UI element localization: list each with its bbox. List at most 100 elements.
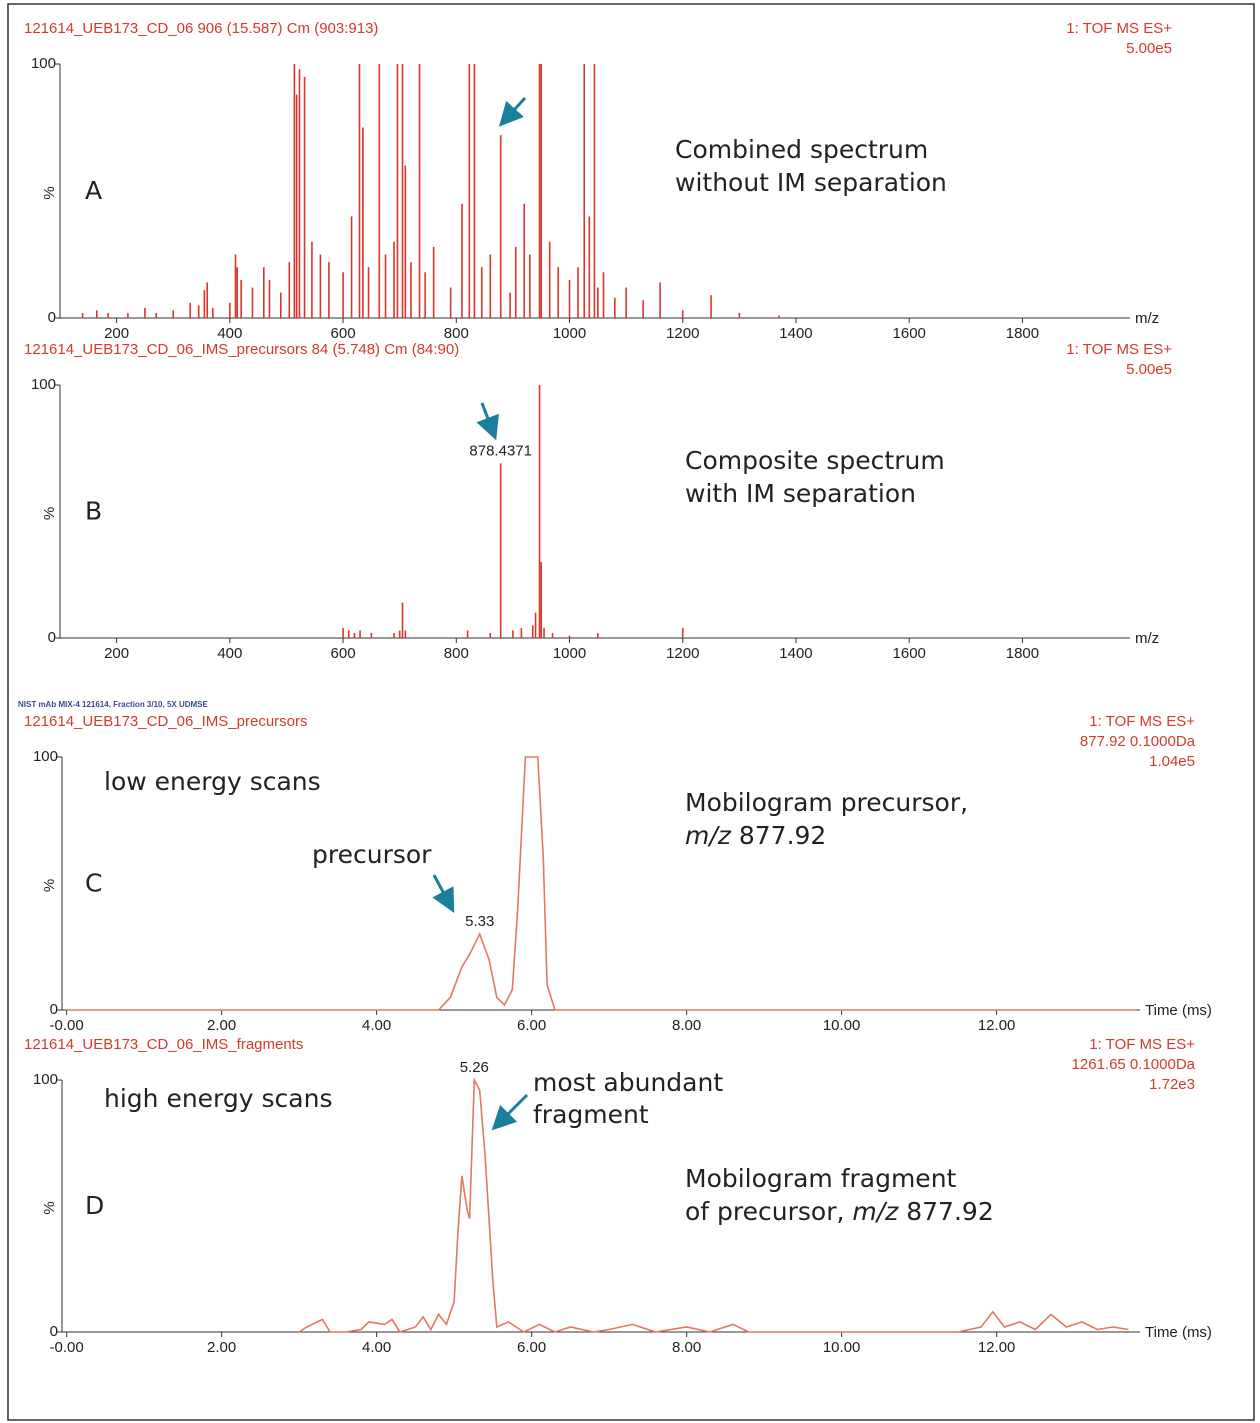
y-tick-label: 0 [50, 1001, 58, 1018]
scan-label: high energy scans [104, 1084, 332, 1113]
x-tick-label: 200 [104, 325, 129, 342]
x-tick-label: 12.00 [978, 1017, 1016, 1034]
x-tick-label: 2.00 [207, 1017, 236, 1034]
annotation-part: Combined spectrum [675, 135, 928, 164]
header-left: 121614_UEB173_CD_06_IMS_precursors 84 (5… [24, 341, 459, 358]
annotation: with IM separation [685, 479, 916, 508]
header-right: 877.92 0.1000Da [1080, 733, 1196, 750]
panel-label: D [85, 1191, 104, 1220]
y-tick-label: 0 [48, 309, 56, 326]
header-right: 1: TOF MS ES+ [1066, 20, 1172, 37]
x-axis-label: Time (ms) [1145, 1324, 1212, 1341]
annotation: Composite spectrum [685, 446, 945, 475]
x-tick-label: 1800 [1006, 645, 1039, 662]
header-right: 1: TOF MS ES+ [1089, 713, 1195, 730]
annotation-part: Mobilogram precursor, [685, 788, 968, 817]
annotation-part: Mobilogram fragment [685, 1164, 957, 1193]
x-tick-label: 1200 [666, 645, 699, 662]
panel-label: C [85, 869, 102, 898]
y-axis-label: % [41, 1201, 58, 1214]
y-tick-label: 100 [33, 748, 58, 765]
annotation-part: of precursor, [685, 1197, 852, 1226]
x-tick-label: 6.00 [517, 1339, 546, 1356]
arrow [476, 402, 499, 441]
peak-label: 5.33 [465, 913, 494, 930]
y-tick-label: 0 [50, 1323, 58, 1340]
arrow [498, 96, 527, 127]
annotation: without IM separation [675, 168, 947, 197]
header-left: 121614_UEB173_CD_06 906 (15.587) Cm (903… [24, 20, 378, 37]
x-tick-label: 12.00 [978, 1339, 1016, 1356]
annotation: Mobilogram fragment [685, 1164, 957, 1193]
mobilogram-line [298, 1076, 1129, 1333]
x-tick-label: 600 [331, 325, 356, 342]
x-tick-label: 1400 [779, 645, 812, 662]
callout: fragment [533, 1100, 649, 1129]
x-tick-label: 1200 [666, 325, 699, 342]
x-axis-label: m/z [1135, 630, 1159, 647]
y-tick-label: 0 [48, 629, 56, 646]
x-axis-label: Time (ms) [1145, 1002, 1212, 1019]
header-right: 5.00e5 [1126, 40, 1172, 57]
x-tick-label: 6.00 [517, 1017, 546, 1034]
x-tick-label: 1000 [553, 325, 586, 342]
y-axis-label: % [41, 879, 58, 892]
panel-label: B [85, 497, 102, 526]
x-tick-label: 4.00 [362, 1339, 391, 1356]
y-tick-label: 100 [33, 1071, 58, 1088]
y-tick-label: 100 [31, 376, 56, 393]
arrow [491, 1093, 529, 1131]
peak-label: 5.26 [460, 1059, 489, 1076]
x-tick-label: 200 [104, 645, 129, 662]
mobilogram-line [66, 756, 1137, 1011]
arrow [432, 874, 455, 913]
peak-label: 878.4371 [469, 442, 532, 459]
y-axis-label: % [41, 186, 58, 199]
header-left: 121614_UEB173_CD_06_IMS_fragments [24, 1036, 303, 1053]
annotation-part: Composite spectrum [685, 446, 945, 475]
annotation: m/z 877.92 [685, 821, 826, 850]
x-tick-label: 8.00 [672, 1339, 701, 1356]
annotation-part: with IM separation [685, 479, 916, 508]
annotation-part: 877.92 [731, 821, 826, 850]
x-tick-label: 800 [444, 325, 469, 342]
annotation: Combined spectrum [675, 135, 928, 164]
annotation-part: 877.92 [898, 1197, 993, 1226]
panel-label: A [85, 176, 102, 205]
x-axis-label: m/z [1135, 310, 1159, 327]
header-left: 121614_UEB173_CD_06_IMS_precursors [24, 713, 308, 730]
x-tick-label: 800 [444, 645, 469, 662]
x-tick-label: 400 [217, 325, 242, 342]
callout: precursor [312, 840, 432, 869]
annotation-part: m/z [685, 821, 732, 850]
header-right: 1.72e3 [1149, 1076, 1195, 1093]
source-note: NIST mAb MIX-4 121614, Fraction 3/10, 5X… [18, 700, 209, 709]
x-tick-label: -0.00 [50, 1339, 84, 1356]
frame [7, 3, 1255, 1421]
annotation-part: m/z [852, 1197, 899, 1226]
y-tick-label: 100 [31, 55, 56, 72]
annotation-part: without IM separation [675, 168, 947, 197]
x-tick-label: 1000 [553, 645, 586, 662]
scan-label: low energy scans [104, 767, 321, 796]
x-tick-label: -0.00 [50, 1017, 84, 1034]
header-right: 1: TOF MS ES+ [1089, 1036, 1195, 1053]
header-right: 1: TOF MS ES+ [1066, 341, 1172, 358]
x-tick-label: 10.00 [823, 1339, 861, 1356]
x-tick-label: 400 [217, 645, 242, 662]
annotation: Mobilogram precursor, [685, 788, 968, 817]
callout: most abundant [533, 1068, 723, 1097]
x-tick-label: 600 [331, 645, 356, 662]
x-tick-label: 2.00 [207, 1339, 236, 1356]
header-right: 1261.65 0.1000Da [1072, 1056, 1196, 1073]
x-tick-label: 10.00 [823, 1017, 861, 1034]
annotation: of precursor, m/z 877.92 [685, 1197, 994, 1226]
x-tick-label: 1800 [1006, 325, 1039, 342]
header-right: 5.00e5 [1126, 361, 1172, 378]
x-tick-label: 1600 [893, 325, 926, 342]
x-tick-label: 8.00 [672, 1017, 701, 1034]
x-tick-label: 1400 [779, 325, 812, 342]
x-tick-label: 1600 [893, 645, 926, 662]
header-right: 1.04e5 [1149, 753, 1195, 770]
